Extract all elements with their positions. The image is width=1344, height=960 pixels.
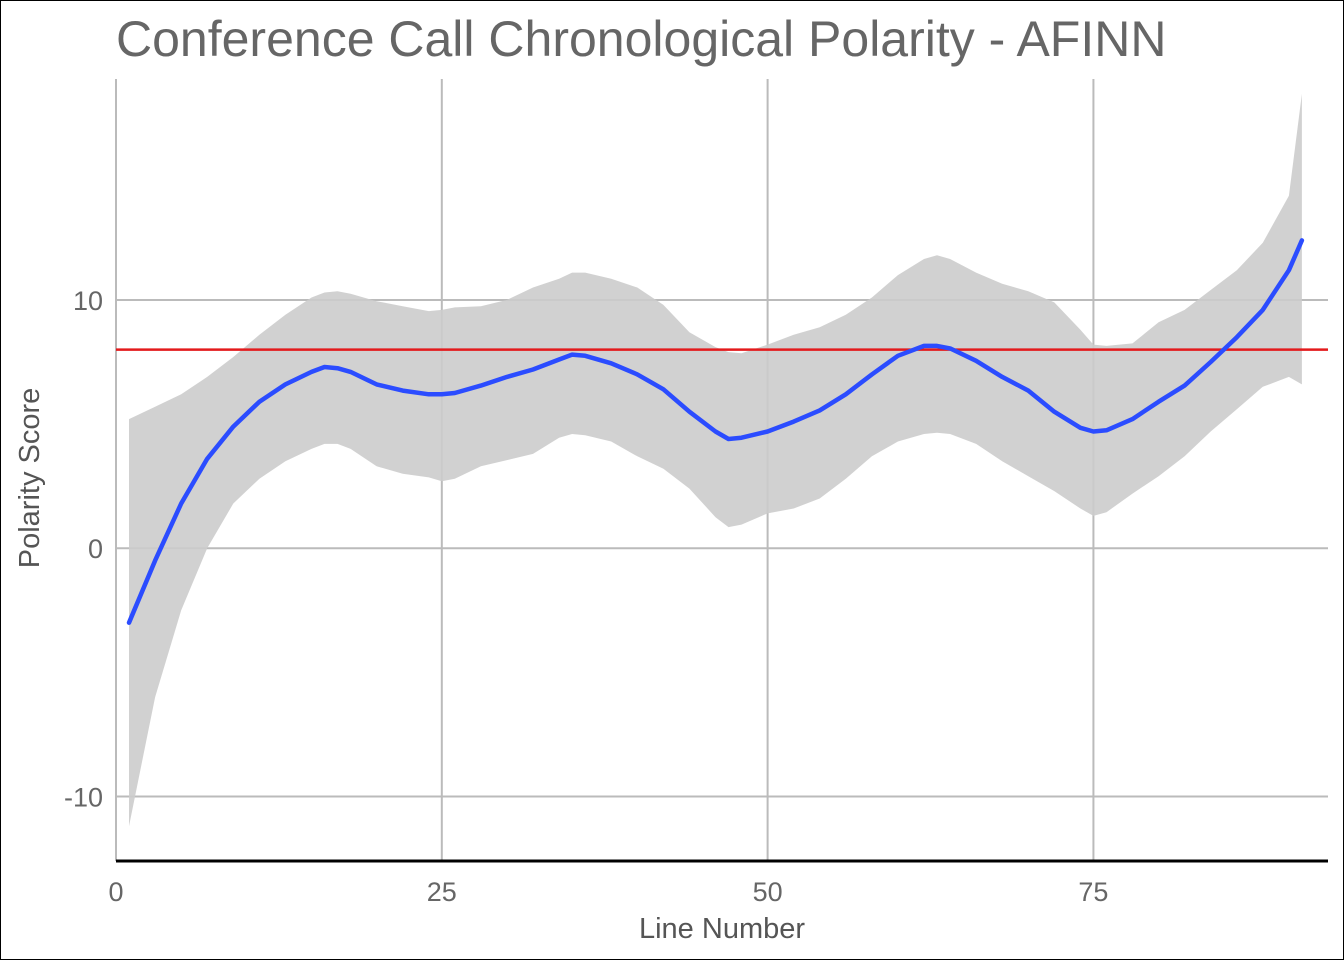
x-tick-label: 75	[1078, 877, 1108, 907]
chart-title: Conference Call Chronological Polarity -…	[116, 11, 1166, 67]
x-tick-label: 50	[753, 877, 783, 907]
y-axis-label: Polarity Score	[14, 388, 46, 569]
y-tick-label: 10	[73, 286, 103, 316]
x-tick-label: 0	[108, 877, 123, 907]
x-tick-label: 25	[427, 877, 457, 907]
x-axis-label: Line Number	[639, 913, 805, 945]
smooth-trend-line	[126, 238, 1305, 625]
confidence-band	[129, 93, 1302, 827]
smooth-line-layer	[126, 238, 1305, 625]
y-tick-label: 0	[88, 534, 103, 564]
y-tick-label: -10	[64, 782, 103, 812]
confidence-band-layer	[129, 93, 1302, 827]
axes: -10 0 10 0 25 50 75	[64, 286, 1328, 907]
